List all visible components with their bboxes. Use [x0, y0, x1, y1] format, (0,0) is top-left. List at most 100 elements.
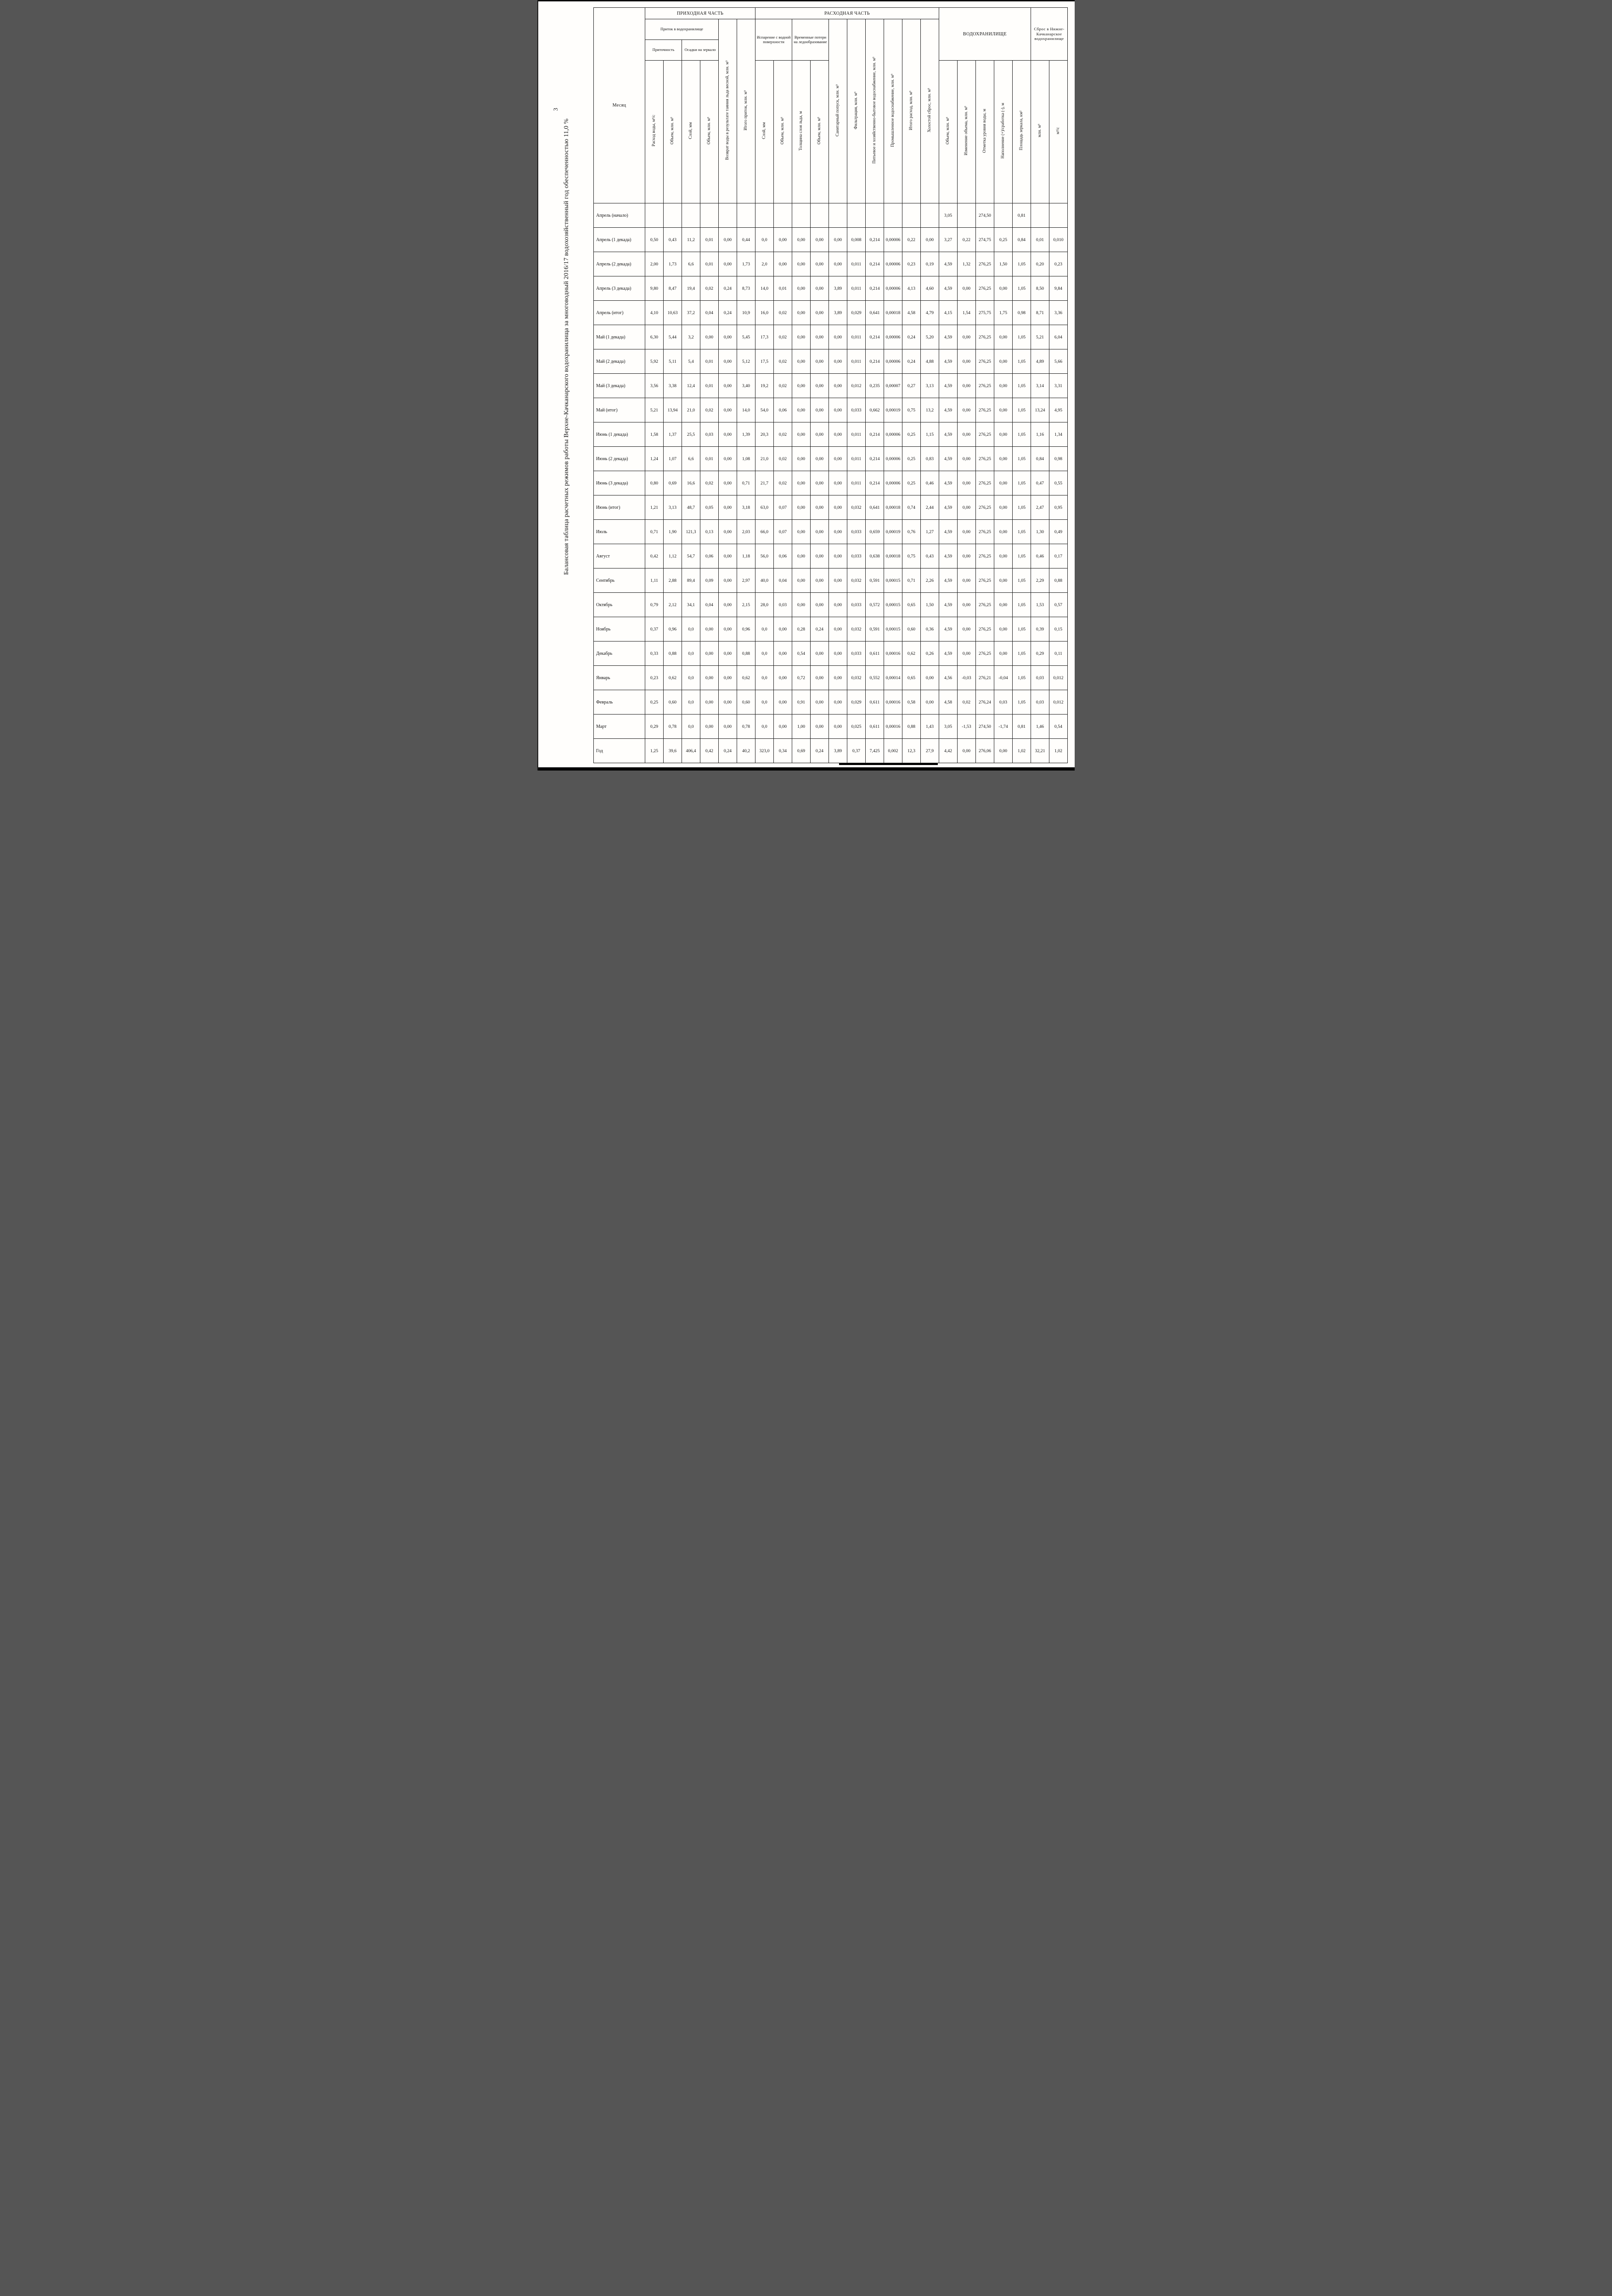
- header-row-leaves: Расход воды, м³/с Объем, млн. м³ Слой, м…: [594, 60, 1068, 203]
- header-isp-sloy: Слой, мм: [755, 60, 774, 203]
- value-cell: 8,71: [1031, 300, 1049, 325]
- month-label: Июнь (2 декада): [593, 446, 645, 471]
- table-row: Год 1,25 39,6 406,4 0,42 0,24 40,2 323,0 0,34 0,6…: [593, 738, 1068, 763]
- table-row: Апрель (3 декада) 9,80 8,47 19,4 0,02 0,24 8,7…: [593, 276, 1068, 301]
- value-cell: 0,88: [902, 714, 921, 739]
- value-cell: [645, 203, 664, 228]
- value-cell: 0,50: [645, 227, 664, 252]
- value-cell: 0,00: [957, 276, 976, 301]
- value-cell: 0,00: [829, 349, 847, 374]
- value-cell: 0,22: [902, 227, 921, 252]
- value-cell: 40,2: [737, 738, 755, 763]
- value-cell: 0,008: [847, 227, 866, 252]
- value-cell: 0,37: [645, 617, 664, 642]
- value-cell: 0,44: [737, 227, 755, 252]
- value-cell: 0,00: [810, 714, 829, 739]
- header-sbros-mln: млн. м³: [1031, 60, 1049, 203]
- value-cell: 0,24: [718, 300, 737, 325]
- value-cell: 0,0: [682, 617, 700, 642]
- table-row: Июнь (1 декада) 1,58 1,37 25,5 0,03 0,00 1,39 2…: [593, 422, 1068, 447]
- value-cell: 0,24: [810, 738, 829, 763]
- value-cell: 0,0: [755, 227, 774, 252]
- value-cell: 12,3: [902, 738, 921, 763]
- value-cell: 0,00: [829, 446, 847, 471]
- value-cell: 0,02: [700, 276, 719, 301]
- value-cell: 0,002: [884, 738, 902, 763]
- month-label: Август: [593, 544, 645, 568]
- value-cell: 4,56: [939, 665, 958, 690]
- value-cell: 275,75: [975, 300, 994, 325]
- value-cell: 0,00006: [884, 227, 902, 252]
- value-cell: 276,25: [975, 471, 994, 495]
- value-cell: 5,4: [682, 349, 700, 374]
- value-cell: 0,00: [792, 544, 811, 568]
- value-cell: 0,00: [792, 349, 811, 374]
- value-cell: 54,7: [682, 544, 700, 568]
- value-cell: 0,36: [920, 617, 939, 642]
- value-cell: 276,21: [975, 665, 994, 690]
- value-cell: 0,60: [663, 690, 682, 715]
- value-cell: 0,01: [700, 349, 719, 374]
- value-cell: 274,50: [975, 203, 994, 228]
- value-cell: 0,00006: [884, 276, 902, 301]
- value-cell: 1,05: [1012, 471, 1031, 495]
- value-cell: 0,00006: [884, 471, 902, 495]
- value-cell: 0,00019: [884, 398, 902, 422]
- value-cell: 0,00: [829, 714, 847, 739]
- value-cell: 0,17: [1049, 544, 1068, 568]
- value-cell: 0,641: [865, 495, 884, 520]
- value-cell: 0,011: [847, 422, 866, 447]
- header-filtracia: Фильтрация, млн. м³: [847, 19, 866, 203]
- value-cell: 1,00: [792, 714, 811, 739]
- header-row-subgroups: Приток в водохранилище Возврат воды в ре…: [594, 19, 1068, 203]
- balance-table-wrapper: Месяц ПРИХОДНАЯ ЧАСТЬ РАСХОДНАЯ ЧАСТЬ ВО…: [593, 7, 1068, 763]
- value-cell: 0,572: [865, 592, 884, 617]
- value-cell: 39,6: [663, 738, 682, 763]
- month-label: Май (3 декада): [593, 373, 645, 398]
- value-cell: 0,88: [1049, 568, 1068, 593]
- value-cell: 4,59: [939, 252, 958, 276]
- month-label: Апрель (1 декада): [593, 227, 645, 252]
- value-cell: 0,46: [1031, 544, 1049, 568]
- value-cell: 0,00: [810, 252, 829, 276]
- value-cell: 0,00: [700, 617, 719, 642]
- value-cell: 3,40: [737, 373, 755, 398]
- value-cell: 1,05: [1012, 373, 1031, 398]
- value-cell: 0,03: [1031, 665, 1049, 690]
- value-cell: 0,00014: [884, 665, 902, 690]
- value-cell: 1,75: [994, 300, 1013, 325]
- value-cell: 0,591: [865, 568, 884, 593]
- value-cell: 14,0: [737, 398, 755, 422]
- header-led-obem: Объем, млн. м³: [810, 60, 829, 203]
- value-cell: 4,59: [939, 471, 958, 495]
- value-cell: 3,89: [829, 276, 847, 301]
- value-cell: 2,97: [737, 568, 755, 593]
- value-cell: 0,00: [810, 422, 829, 447]
- value-cell: 0,00: [810, 446, 829, 471]
- value-cell: 0,02: [773, 300, 792, 325]
- value-cell: 0,025: [847, 714, 866, 739]
- scan-edge-bottom: [538, 767, 1075, 771]
- header-filtracia-label: Фильтрация, млн. м³: [854, 91, 859, 129]
- subgroup-pritochnost: Приточность: [645, 39, 682, 61]
- value-cell: 276,25: [975, 252, 994, 276]
- value-cell: 274,75: [975, 227, 994, 252]
- value-cell: 1,05: [1012, 690, 1031, 715]
- value-cell: 0,00: [718, 422, 737, 447]
- value-cell: 16,6: [682, 471, 700, 495]
- value-cell: 0,01: [700, 227, 719, 252]
- month-label: Апрель (2 декада): [593, 252, 645, 276]
- table-row: Май (2 декада) 5,92 5,11 5,4 0,01 0,00 5,12 17,…: [593, 349, 1068, 374]
- value-cell: 0,214: [865, 252, 884, 276]
- value-cell: 0,00: [773, 617, 792, 642]
- header-pitevoe: Питьевое и хозяйственно-бытовое водоснаб…: [865, 19, 884, 203]
- header-prit-rashod: Расход воды, м³/с: [645, 60, 664, 203]
- value-cell: 0,62: [737, 665, 755, 690]
- value-cell: 0,49: [1049, 519, 1068, 544]
- value-cell: 0,02: [773, 471, 792, 495]
- value-cell: 0,42: [700, 738, 719, 763]
- value-cell: 0,00015: [884, 592, 902, 617]
- value-cell: 0,00: [994, 519, 1013, 544]
- value-cell: 8,73: [737, 276, 755, 301]
- header-izmenenie-label: Изменение объема, млн. м³: [964, 106, 969, 156]
